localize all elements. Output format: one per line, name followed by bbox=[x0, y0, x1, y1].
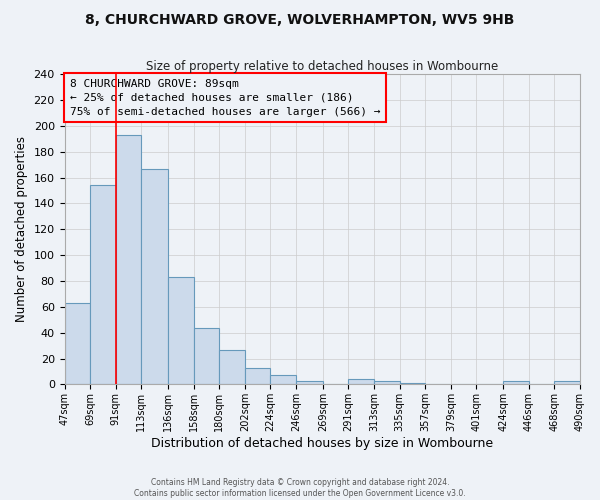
Bar bbox=[168, 277, 194, 384]
Bar bbox=[271, 376, 296, 384]
Bar bbox=[554, 380, 580, 384]
Bar bbox=[503, 380, 529, 384]
Bar bbox=[245, 368, 271, 384]
Bar bbox=[219, 350, 245, 384]
Text: 8, CHURCHWARD GROVE, WOLVERHAMPTON, WV5 9HB: 8, CHURCHWARD GROVE, WOLVERHAMPTON, WV5 … bbox=[85, 12, 515, 26]
Text: 8 CHURCHWARD GROVE: 89sqm
← 25% of detached houses are smaller (186)
75% of semi: 8 CHURCHWARD GROVE: 89sqm ← 25% of detac… bbox=[70, 79, 380, 117]
Bar bbox=[296, 380, 323, 384]
Bar bbox=[374, 380, 400, 384]
Bar bbox=[116, 135, 142, 384]
Bar bbox=[65, 303, 90, 384]
Bar bbox=[90, 186, 116, 384]
Text: Contains HM Land Registry data © Crown copyright and database right 2024.
Contai: Contains HM Land Registry data © Crown c… bbox=[134, 478, 466, 498]
Y-axis label: Number of detached properties: Number of detached properties bbox=[15, 136, 28, 322]
Bar bbox=[194, 328, 219, 384]
Bar bbox=[349, 380, 374, 384]
Title: Size of property relative to detached houses in Wombourne: Size of property relative to detached ho… bbox=[146, 60, 499, 73]
Bar bbox=[400, 383, 425, 384]
X-axis label: Distribution of detached houses by size in Wombourne: Distribution of detached houses by size … bbox=[151, 437, 493, 450]
Bar bbox=[142, 168, 168, 384]
